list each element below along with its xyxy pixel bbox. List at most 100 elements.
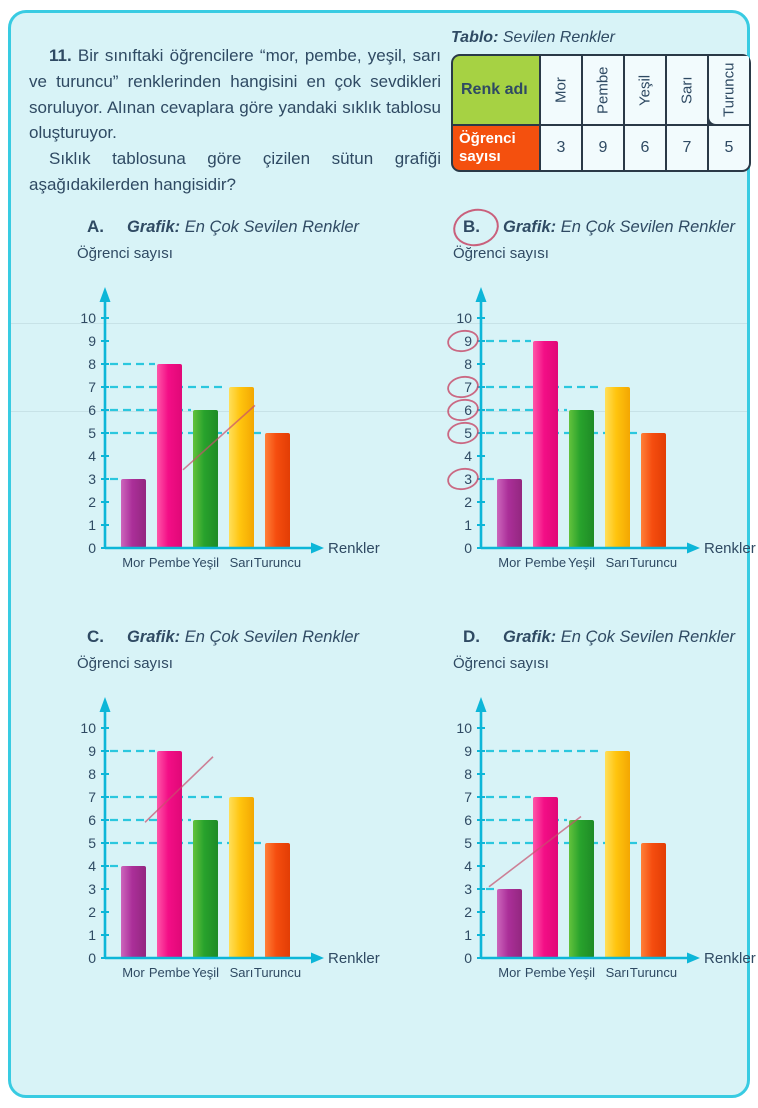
chart-title: Grafik: En Çok Sevilen Renkler bbox=[127, 628, 359, 646]
y-tick-label: 0 bbox=[464, 540, 472, 556]
x-axis-arrow-icon bbox=[311, 952, 324, 964]
frequency-table: Renk adı Mor Pembe Yeşil Sarı Turuncu Öğ… bbox=[451, 54, 751, 172]
bar-sari bbox=[605, 751, 630, 958]
bar-sari bbox=[229, 797, 254, 958]
x-tick-label: Pembe bbox=[525, 965, 566, 980]
bar-yesil bbox=[193, 820, 218, 958]
pen-circle bbox=[447, 329, 479, 353]
y-tick-label: 0 bbox=[88, 950, 96, 966]
y-tick-label: 10 bbox=[80, 310, 96, 326]
chart-title-label: Grafik: bbox=[503, 628, 557, 646]
x-tick-label: Sarı bbox=[230, 965, 254, 980]
bar-chart-svg: 0 1 2 3 4 5 6 7 8 9 10 Mor Pembe Yeşil Sarı Turuncu Renk… bbox=[456, 697, 756, 980]
bar-sari bbox=[229, 387, 254, 548]
scan-line bbox=[11, 411, 747, 412]
x-tick-label: Sarı bbox=[606, 965, 630, 980]
bar-turuncu bbox=[641, 433, 666, 548]
y-tick-label: 2 bbox=[88, 494, 96, 510]
question-paragraph-2: Sıklık tablosuna göre çizilen sütun graf… bbox=[29, 149, 441, 195]
x-axis-arrow-icon bbox=[687, 542, 700, 554]
x-axis-arrow-icon bbox=[687, 952, 700, 964]
table-value-sari: 7 bbox=[667, 126, 707, 170]
chart-header: D. Grafik: En Çok Sevilen Renkler bbox=[441, 627, 758, 647]
pen-mark bbox=[488, 815, 582, 888]
table-value-turuncu: 5 bbox=[709, 126, 749, 170]
y-tick-label: 3 bbox=[464, 471, 472, 487]
chart-title: Grafik: En Çok Sevilen Renkler bbox=[503, 628, 735, 646]
y-axis-arrow-icon bbox=[475, 697, 487, 712]
bar-chart-svg: 0 1 2 3 4 5 6 7 8 9 10 Mor Pembe Yeşil Sarı Turuncu Renk… bbox=[447, 287, 756, 570]
bar-pembe bbox=[157, 751, 182, 958]
bar-pembe bbox=[533, 341, 558, 548]
chart-title-text: En Çok Sevilen Renkler bbox=[560, 628, 736, 646]
table-value-yesil: 6 bbox=[625, 126, 665, 170]
x-tick-label: Yeşil bbox=[568, 965, 595, 980]
bar-yesil bbox=[569, 820, 594, 958]
table-column-label-yesil: Yeşil bbox=[625, 56, 665, 124]
y-tick-label: 1 bbox=[464, 927, 472, 943]
bar-mor bbox=[121, 866, 146, 958]
chart-header: A. Grafik: En Çok Sevilen Renkler bbox=[65, 217, 397, 237]
x-tick-label: Yeşil bbox=[568, 555, 595, 570]
table-header-cell: Renk adı bbox=[453, 56, 539, 124]
y-axis-label: Öğrenci sayısı bbox=[77, 655, 173, 672]
chart-title-label: Grafik: bbox=[503, 218, 557, 236]
y-tick-label: 8 bbox=[88, 766, 96, 782]
x-tick-label: Mor bbox=[122, 965, 145, 980]
option-letter: D. bbox=[463, 627, 480, 646]
table-column-label-mor: Mor bbox=[541, 56, 581, 124]
bar-mor bbox=[497, 889, 522, 958]
x-axis-title: Renkler bbox=[704, 950, 756, 967]
y-tick-label: 0 bbox=[464, 950, 472, 966]
scan-line bbox=[11, 323, 747, 324]
y-tick-label: 4 bbox=[464, 448, 472, 464]
chart-title: Grafik: En Çok Sevilen Renkler bbox=[503, 218, 735, 236]
chart-title-text: En Çok Sevilen Renkler bbox=[184, 628, 360, 646]
y-tick-label: 3 bbox=[88, 471, 96, 487]
question-number: 11. bbox=[49, 46, 72, 65]
chart-header: B. Grafik: En Çok Sevilen Renkler bbox=[441, 217, 758, 237]
x-tick-label: Turuncu bbox=[254, 965, 301, 980]
x-tick-label: Turuncu bbox=[254, 555, 301, 570]
bar-mor bbox=[121, 479, 146, 548]
option-chart: D. Grafik: En Çok Sevilen Renkler Öğrenci… bbox=[441, 627, 758, 1005]
y-tick-label: 8 bbox=[88, 356, 96, 372]
table-column-label-turuncu: Turuncu bbox=[709, 56, 749, 124]
y-tick-label: 5 bbox=[464, 835, 472, 851]
bar-chart-svg: 0 1 2 3 4 5 6 7 8 9 10 Mor Pembe Yeşil Sarı Turuncu Renk… bbox=[80, 287, 380, 570]
bar-turuncu bbox=[265, 433, 290, 548]
table-title: Tablo: Sevilen Renkler bbox=[451, 29, 753, 47]
y-tick-label: 9 bbox=[464, 743, 472, 759]
y-tick-label: 1 bbox=[88, 927, 96, 943]
y-tick-label: 7 bbox=[88, 789, 96, 805]
bar-mor bbox=[497, 479, 522, 548]
table-column-label-pembe: Pembe bbox=[583, 56, 623, 124]
table-value-pembe: 9 bbox=[583, 126, 623, 170]
pen-mark bbox=[182, 404, 256, 471]
question-block: 11. Bir sınıftaki öğrencilere “mor, pemb… bbox=[29, 43, 441, 198]
y-tick-label: 9 bbox=[464, 333, 472, 349]
y-axis-label: Öğrenci sayısı bbox=[453, 655, 549, 672]
table-row-label: Öğrenci sayısı bbox=[453, 126, 539, 170]
bar-turuncu bbox=[265, 843, 290, 958]
chart-title-text: En Çok Sevilen Renkler bbox=[560, 218, 736, 236]
y-axis-arrow-icon bbox=[99, 697, 111, 712]
x-tick-label: Pembe bbox=[149, 555, 190, 570]
table-column-label-sari: Sarı bbox=[667, 56, 707, 124]
x-tick-label: Mor bbox=[122, 555, 145, 570]
x-tick-label: Mor bbox=[498, 555, 521, 570]
x-tick-label: Sarı bbox=[606, 555, 630, 570]
y-axis-arrow-icon bbox=[475, 287, 487, 302]
x-tick-label: Yeşil bbox=[192, 965, 219, 980]
y-tick-label: 3 bbox=[88, 881, 96, 897]
y-tick-label: 6 bbox=[88, 402, 96, 418]
pen-circle bbox=[447, 375, 479, 399]
frequency-table-section: Tablo: Sevilen Renkler Renk adı Mor Pemb… bbox=[451, 29, 753, 172]
x-axis-title: Renkler bbox=[328, 950, 380, 967]
x-axis-title: Renkler bbox=[328, 540, 380, 557]
y-tick-label: 1 bbox=[88, 517, 96, 533]
y-tick-label: 8 bbox=[464, 356, 472, 372]
y-tick-label: 10 bbox=[456, 310, 472, 326]
option-chart: A. Grafik: En Çok Sevilen Renkler Öğrenci… bbox=[65, 217, 397, 595]
y-tick-label: 10 bbox=[80, 720, 96, 736]
